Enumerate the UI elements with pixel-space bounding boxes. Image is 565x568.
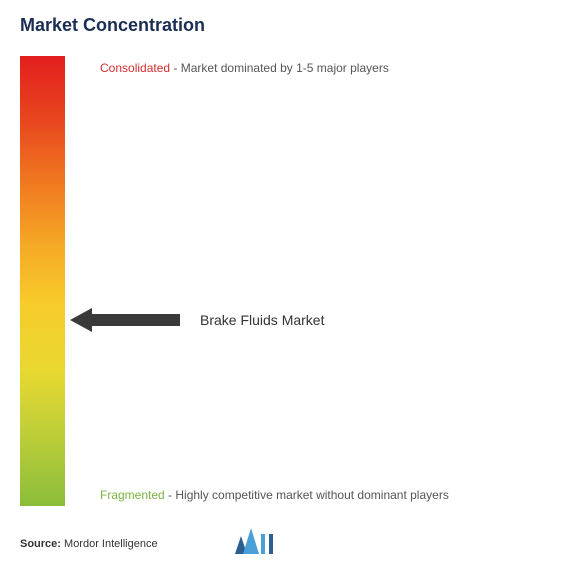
chart-title: Market Concentration xyxy=(20,15,545,36)
consolidated-label: Consolidated - Market dominated by 1-5 m… xyxy=(100,61,389,75)
source-name: Mordor Intelligence xyxy=(61,538,158,550)
source-attribution: Source: Mordor Intelligence xyxy=(20,538,158,550)
concentration-gradient-bar xyxy=(20,56,65,506)
mordor-logo-icon xyxy=(235,528,273,554)
arrow-icon xyxy=(70,308,180,332)
consolidated-description: - Market dominated by 1-5 major players xyxy=(170,61,389,75)
market-name-label: Brake Fluids Market xyxy=(200,312,324,328)
consolidated-term: Consolidated xyxy=(100,61,170,75)
fragmented-description: - Highly competitive market without domi… xyxy=(165,488,449,502)
fragmented-label: Fragmented - Highly competitive market w… xyxy=(100,488,449,502)
market-position-indicator: Brake Fluids Market xyxy=(70,308,324,332)
content-area: Consolidated - Market dominated by 1-5 m… xyxy=(20,56,545,516)
fragmented-term: Fragmented xyxy=(100,488,165,502)
footer: Source: Mordor Intelligence xyxy=(20,538,545,550)
arrow-head xyxy=(70,308,92,332)
arrow-body xyxy=(92,314,180,326)
source-label: Source: xyxy=(20,538,61,550)
